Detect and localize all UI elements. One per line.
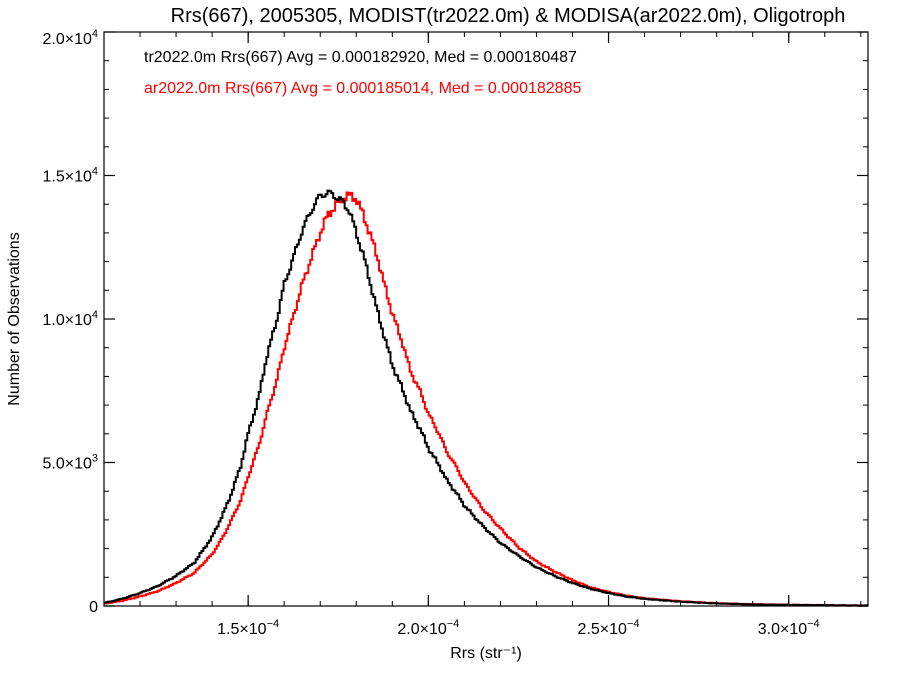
y-axis-label: Number of Observations [6,232,23,405]
series-group [104,189,868,607]
x-tick-label: 1.5×10−4 [217,618,279,638]
plot-frame [103,31,869,607]
y-tick-label: 0 [89,599,98,616]
y-tick-label: 1.0×104 [42,309,98,329]
x-tick-label: 2.5×10−4 [578,618,640,638]
annotation-ar2022: ar2022.0m Rrs(667) Avg = 0.000185014, Me… [144,80,581,97]
tick-labels: 1.5×10−4 2.0×10−4 2.5×10−4 3.0×10−4 0 5.0×103… [42,28,819,638]
y-tick-label: 1.5×104 [42,166,98,186]
x-tick-label: 3.0×10−4 [758,618,820,638]
tick-marks [103,31,868,607]
annotation-tr2022: tr2022.0m Rrs(667) Avg = 0.000182920, Me… [144,49,577,66]
chart-title: Rrs(667), 2005305, MODIST(tr2022.0m) & M… [171,5,846,27]
y-tick-label: 5.0×103 [42,453,98,473]
x-axis-label: Rrs (str⁻¹) [450,645,522,662]
series-ar2022-line [104,191,868,607]
y-tick-label: 2.0×104 [42,28,98,48]
series-tr2022-line [104,189,868,607]
x-tick-label: 2.0×10−4 [397,618,459,638]
